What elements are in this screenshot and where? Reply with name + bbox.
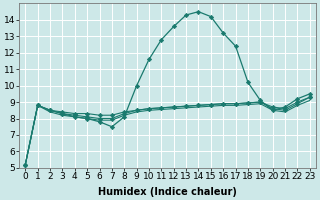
X-axis label: Humidex (Indice chaleur): Humidex (Indice chaleur) [98, 187, 237, 197]
